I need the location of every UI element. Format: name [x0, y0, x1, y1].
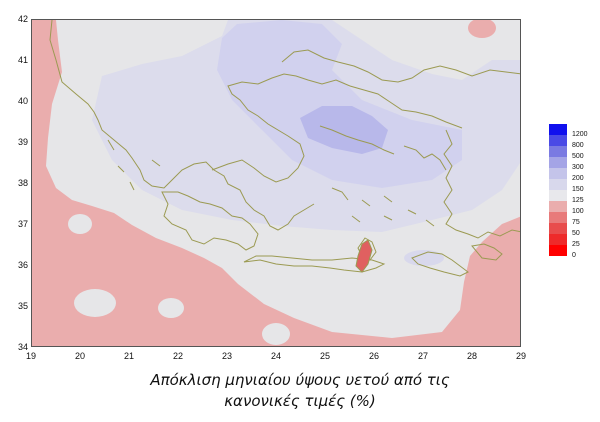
legend-swatch — [549, 135, 567, 146]
legend-label: 125 — [572, 197, 584, 204]
near-normal-patch — [74, 289, 116, 317]
y-tick-label: 40 — [17, 96, 28, 106]
legend-swatch — [549, 212, 567, 223]
legend-swatch — [549, 234, 567, 245]
coastline — [49, 20, 520, 277]
legend-label: 800 — [572, 142, 584, 149]
caption-line-2: κανονικές τιμές (%) — [224, 392, 376, 410]
above-normal-patch — [404, 250, 444, 266]
legend-swatch — [549, 168, 567, 179]
x-tick-label: 24 — [270, 351, 281, 361]
near-normal-patch — [158, 298, 184, 318]
legend-swatch — [549, 190, 567, 201]
legend-swatch — [549, 201, 567, 212]
legend-swatch — [549, 157, 567, 168]
above-normal-region — [217, 20, 462, 188]
below-normal-spot — [355, 239, 373, 273]
legend-label: 200 — [572, 175, 584, 182]
legend-label: 50 — [572, 230, 580, 237]
y-tick-label: 35 — [17, 301, 28, 311]
legend-swatch — [549, 223, 567, 234]
legend-swatch — [549, 179, 567, 190]
x-tick-label: 27 — [417, 351, 428, 361]
map-caption: Απόκλιση μηνιαίου ύψους υετού από τις κα… — [0, 370, 600, 412]
caption-line-1: Απόκλιση μηνιαίου ύψους υετού από τις — [150, 371, 450, 389]
legend-label: 500 — [572, 153, 584, 160]
x-tick-label: 26 — [368, 351, 379, 361]
x-tick-label: 29 — [515, 351, 526, 361]
legend-swatch — [549, 146, 567, 157]
x-tick-label: 22 — [172, 351, 183, 361]
x-tick-label: 19 — [25, 351, 36, 361]
y-tick-label: 38 — [17, 178, 28, 188]
legend-label: 0 — [572, 252, 576, 259]
legend-label: 1200 — [572, 131, 588, 138]
legend-label: 100 — [572, 208, 584, 215]
y-tick-label: 39 — [17, 137, 28, 147]
near-normal-patch — [68, 214, 92, 234]
near-normal-patch — [262, 323, 290, 345]
x-tick-label: 25 — [319, 351, 330, 361]
x-tick-label: 28 — [466, 351, 477, 361]
y-tick-label: 41 — [17, 55, 28, 65]
legend-swatch — [549, 245, 567, 256]
y-tick-label: 37 — [17, 219, 28, 229]
legend-label: 75 — [572, 219, 580, 226]
x-tick-label: 23 — [221, 351, 232, 361]
map-plot-area — [31, 19, 521, 347]
y-tick-label: 34 — [17, 342, 28, 352]
legend-label: 150 — [572, 186, 584, 193]
legend-label: 300 — [572, 164, 584, 171]
legend-swatch — [549, 124, 567, 135]
precipitation-map — [32, 20, 520, 346]
legend-label: 25 — [572, 241, 580, 248]
x-tick-label: 20 — [74, 351, 85, 361]
x-tick-label: 21 — [123, 351, 134, 361]
below-normal-patch — [468, 20, 496, 38]
y-tick-label: 42 — [17, 14, 28, 24]
y-tick-label: 36 — [17, 260, 28, 270]
